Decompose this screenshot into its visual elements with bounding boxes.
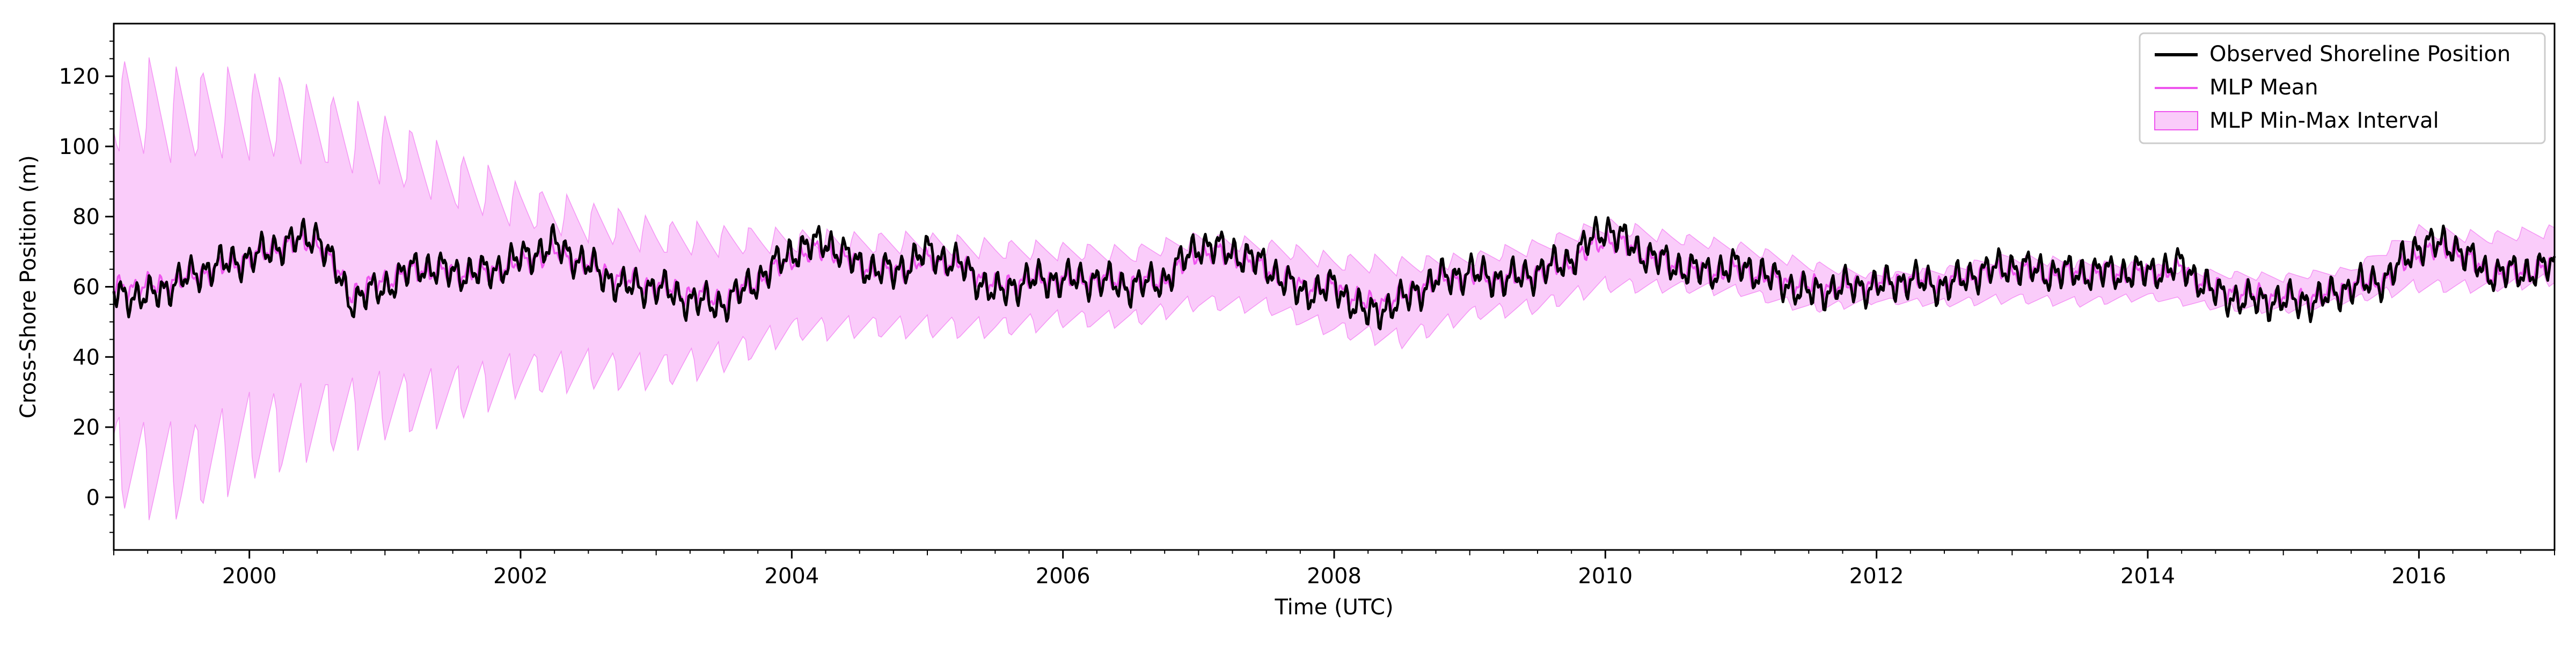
- y-tick-label: 0: [86, 486, 100, 510]
- x-tick-label: 2004: [764, 564, 819, 589]
- y-tick-label: 60: [72, 275, 100, 300]
- y-tick-label: 100: [59, 135, 100, 159]
- legend-label-observed: Observed Shoreline Position: [2209, 42, 2511, 67]
- x-tick-label: 2000: [222, 564, 277, 589]
- y-tick-label: 40: [72, 345, 100, 370]
- y-axis-label: Cross-Shore Position (m): [16, 155, 41, 419]
- x-tick-label: 2006: [1036, 564, 1091, 589]
- lines-layer: [112, 216, 2556, 331]
- x-tick-label: 2014: [2120, 564, 2175, 589]
- x-axis: 2000 2002 2004 2006 2008 2010 2012 2014 2016: [113, 550, 2555, 589]
- x-tick-label: 2016: [2391, 564, 2446, 589]
- x-tick-label: 2010: [1578, 564, 1633, 589]
- legend-label-interval: MLP Min-Max Interval: [2209, 108, 2439, 133]
- legend-label-mean: MLP Mean: [2209, 75, 2318, 100]
- legend: Observed Shoreline Position MLP Mean MLP…: [2139, 32, 2546, 144]
- x-tick-label: 2002: [493, 564, 548, 589]
- series-line-observed: [112, 216, 2556, 331]
- x-tick-label: 2008: [1307, 564, 1362, 589]
- legend-swatch-interval: [2154, 111, 2198, 130]
- y-tick-label: 20: [72, 415, 100, 440]
- y-axis: 0 20 40 60 80 100 120: [59, 40, 114, 533]
- legend-box: [2139, 32, 2546, 144]
- y-tick-label: 80: [72, 205, 100, 230]
- x-axis-label: Time (UTC): [1274, 595, 1393, 620]
- x-tick-label: 2012: [1849, 564, 1904, 589]
- y-tick-label: 120: [59, 64, 100, 89]
